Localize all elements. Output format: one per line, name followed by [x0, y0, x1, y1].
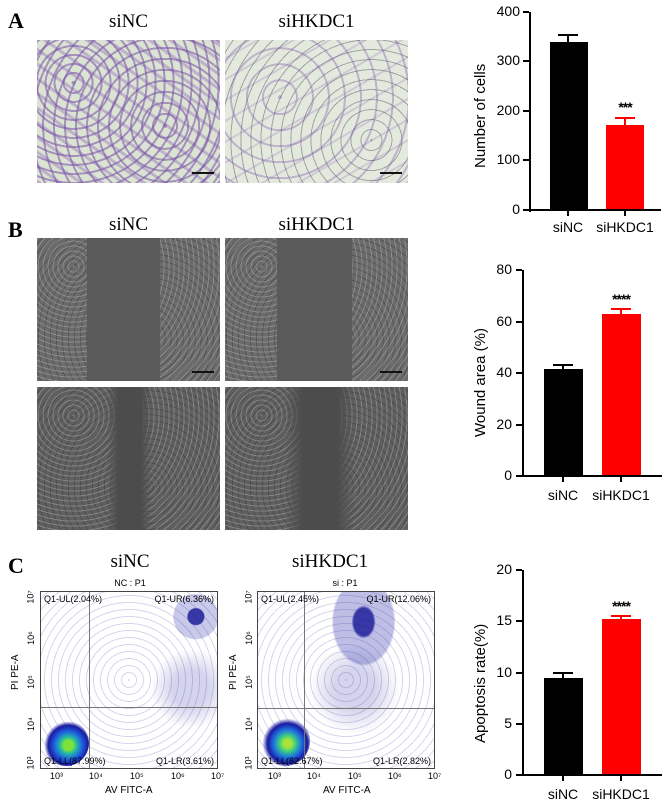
panel-letter-c: C [8, 553, 24, 578]
transwell-image-sihkdc1 [225, 40, 408, 183]
y-axis-title: Number of cells [472, 63, 489, 168]
transwell-image-sinc [37, 40, 220, 183]
panel-a-title-sihkdc1: siHKDC1 [278, 11, 355, 32]
bar-sinc [550, 42, 588, 209]
wound-image-sihkdc1-0h [225, 238, 408, 381]
panel-letter-b: B [8, 217, 23, 242]
flow-plot-sinc: Q1-UL(2.04%) Q1-UR(6.36%) Q1-LL(87.99%) … [40, 591, 218, 769]
flow-plot-sihkdc1: Q1-UL(2.45%) Q1-UR(12.06%) Q1-LL(82.67%)… [257, 591, 435, 769]
bar-sinc [544, 369, 583, 475]
wound-image-sinc-late [37, 387, 220, 530]
significance-marker: **** [612, 291, 631, 307]
bar-chart-number-of-cells: Number of cells 400 300 200 100 0 *** si… [440, 0, 668, 240]
scale-bar [380, 371, 402, 373]
panel-b-title-sinc: siNC [108, 214, 149, 235]
flow-title: NC : P1 [114, 578, 146, 588]
scale-bar [192, 371, 214, 373]
panel-a-title-sinc: siNC [108, 11, 149, 32]
scale-bar [380, 172, 402, 174]
wound-image-sinc-0h [37, 238, 220, 381]
flow-x-axis-title: AV FITC-A [323, 785, 371, 796]
flow-title: si : P1 [332, 578, 358, 588]
bar-sihkdc1 [606, 125, 644, 209]
panel-letter-a: A [8, 8, 24, 33]
bar-sihkdc1 [602, 314, 641, 475]
panel-c-title-sinc: siNC [110, 551, 150, 572]
panel-b-title-sihkdc1: siHKDC1 [278, 214, 355, 235]
significance-marker: *** [618, 99, 632, 115]
significance-marker: **** [612, 598, 631, 614]
bar-sihkdc1 [602, 619, 641, 774]
bar-sinc [544, 678, 583, 774]
wound-image-sihkdc1-late [225, 387, 408, 530]
flow-y-axis-title: PI PE-A [228, 654, 239, 690]
bar-chart-wound-area: Wound area (%) 80 60 40 20 0 **** siNC s… [440, 255, 668, 515]
panel-c-title-sihkdc1: siHKDC1 [291, 551, 368, 572]
bar-chart-apoptosis-rate: Apoptosis rate(%) 20 15 10 5 0 **** siNC… [440, 545, 668, 809]
flow-y-axis-title: PI PE-A [10, 654, 21, 690]
flow-x-axis-title: AV FITC-A [105, 785, 153, 796]
scale-bar [192, 172, 214, 174]
